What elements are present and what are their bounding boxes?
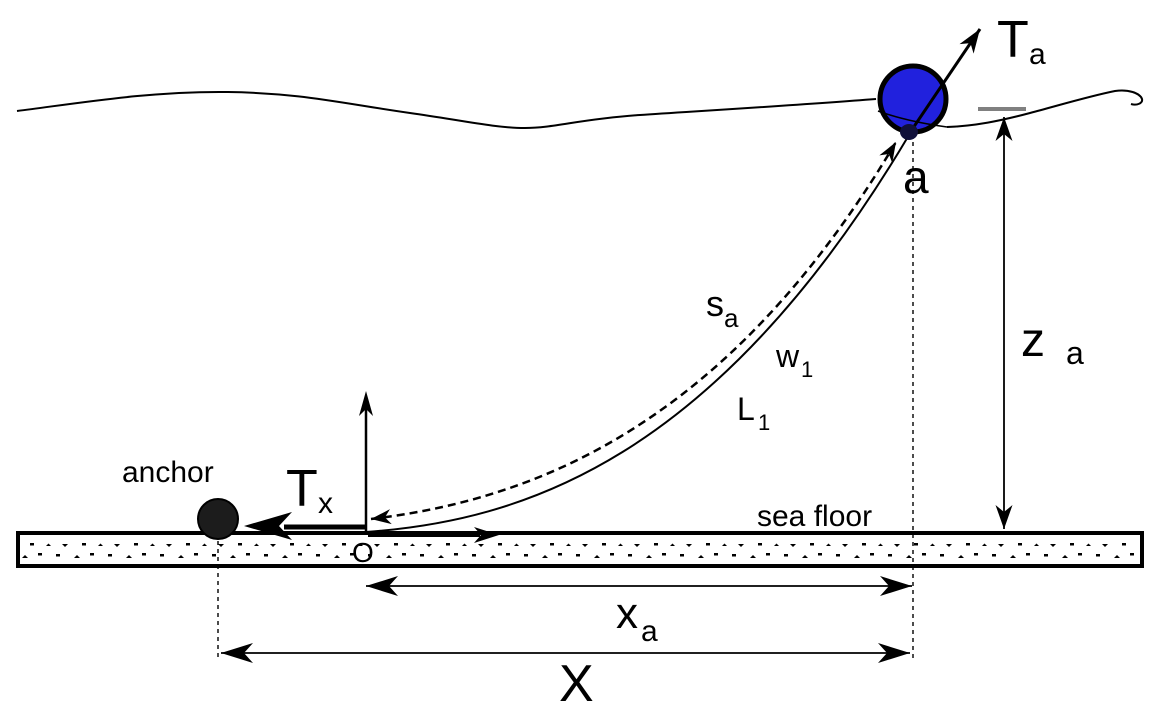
buoy-attachment-point [900, 124, 918, 140]
water-surface-line [16, 90, 877, 130]
w1-label: w [775, 338, 800, 374]
ta-label-subscript: a [1029, 38, 1046, 71]
tx-label-subscript: x [318, 487, 333, 520]
point-a-label: a [903, 151, 929, 203]
horizontal-axis-arrowhead [474, 527, 499, 543]
tx-label: T [286, 460, 318, 518]
ta-arrow [909, 28, 982, 132]
ta-label: T [997, 11, 1029, 69]
sea-floor-label: sea floor [757, 500, 872, 533]
water-surface-line-right [946, 89, 1144, 128]
x-total-label: X [559, 655, 594, 713]
arc-length-dashed-curve [370, 141, 898, 525]
cable-curve [365, 134, 910, 533]
origin-label: O [352, 537, 374, 568]
w1-label-subscript: 1 [801, 357, 813, 382]
l1-label-subscript: 1 [758, 410, 770, 435]
water-surface-buoy-chord [877, 110, 948, 128]
sea-floor-speckles [22, 538, 1138, 562]
anchor-ball [197, 498, 239, 540]
za-label-subscript: a [1066, 335, 1084, 371]
xa-label-subscript: a [641, 615, 658, 648]
vertical-axis-arrowhead [359, 391, 373, 416]
xa-label: x [616, 589, 638, 638]
sa-label-subscript: a [724, 303, 739, 333]
l1-label: L [737, 391, 755, 427]
tx-arrowhead [244, 512, 292, 540]
za-label: z [1021, 314, 1045, 367]
sa-label: s [706, 283, 724, 324]
buoy [877, 63, 949, 135]
anchor-label: anchor [122, 456, 214, 489]
